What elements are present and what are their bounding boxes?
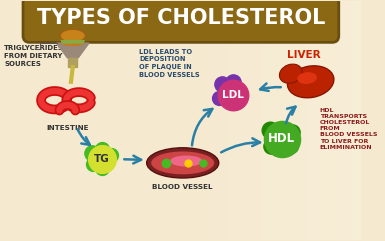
Ellipse shape bbox=[288, 66, 334, 98]
Polygon shape bbox=[57, 43, 89, 58]
Bar bbox=[352, 1, 361, 240]
Ellipse shape bbox=[170, 155, 203, 167]
Bar bbox=[226, 1, 235, 240]
FancyBboxPatch shape bbox=[23, 0, 339, 42]
Polygon shape bbox=[69, 58, 77, 67]
Bar bbox=[271, 1, 280, 240]
Ellipse shape bbox=[60, 29, 85, 42]
Bar bbox=[298, 1, 307, 240]
Bar bbox=[208, 1, 217, 240]
Bar bbox=[253, 1, 262, 240]
Ellipse shape bbox=[151, 151, 214, 174]
Bar bbox=[235, 1, 244, 240]
Text: TRIGLYCERIDES
FROM DIETARY
SOURCES: TRIGLYCERIDES FROM DIETARY SOURCES bbox=[4, 45, 64, 67]
Bar bbox=[343, 1, 352, 240]
Ellipse shape bbox=[61, 39, 84, 46]
Bar bbox=[199, 1, 208, 240]
Text: LDL LEADS TO
DEPOSITION
OF PLAQUE IN
BLOOD VESSELS: LDL LEADS TO DEPOSITION OF PLAQUE IN BLO… bbox=[139, 49, 200, 78]
Bar bbox=[181, 1, 190, 240]
Text: TYPES OF CHOLESTEROL: TYPES OF CHOLESTEROL bbox=[37, 8, 325, 28]
Ellipse shape bbox=[280, 64, 302, 83]
Text: INTESTINE: INTESTINE bbox=[46, 125, 89, 131]
Ellipse shape bbox=[147, 148, 219, 178]
Bar bbox=[289, 1, 298, 240]
Bar bbox=[280, 1, 289, 240]
Bar bbox=[307, 1, 316, 240]
Bar bbox=[190, 1, 199, 240]
Text: BLOOD VESSEL: BLOOD VESSEL bbox=[152, 184, 213, 190]
Text: HDL
TRANSPORTS
CHOLESTEROL
FROM
BLOOD VESSELS
TO LIVER FOR
ELIMMINATION: HDL TRANSPORTS CHOLESTEROL FROM BLOOD VE… bbox=[320, 107, 377, 150]
Ellipse shape bbox=[297, 72, 317, 84]
Bar bbox=[325, 1, 334, 240]
Bar bbox=[244, 1, 253, 240]
Polygon shape bbox=[61, 40, 84, 43]
Text: LDL: LDL bbox=[222, 90, 244, 100]
Bar bbox=[217, 1, 226, 240]
Bar bbox=[262, 1, 271, 240]
Bar bbox=[334, 1, 343, 240]
Text: HDL: HDL bbox=[268, 133, 295, 145]
Text: LIVER: LIVER bbox=[287, 50, 320, 60]
Bar bbox=[316, 1, 325, 240]
Text: TG: TG bbox=[94, 154, 109, 164]
